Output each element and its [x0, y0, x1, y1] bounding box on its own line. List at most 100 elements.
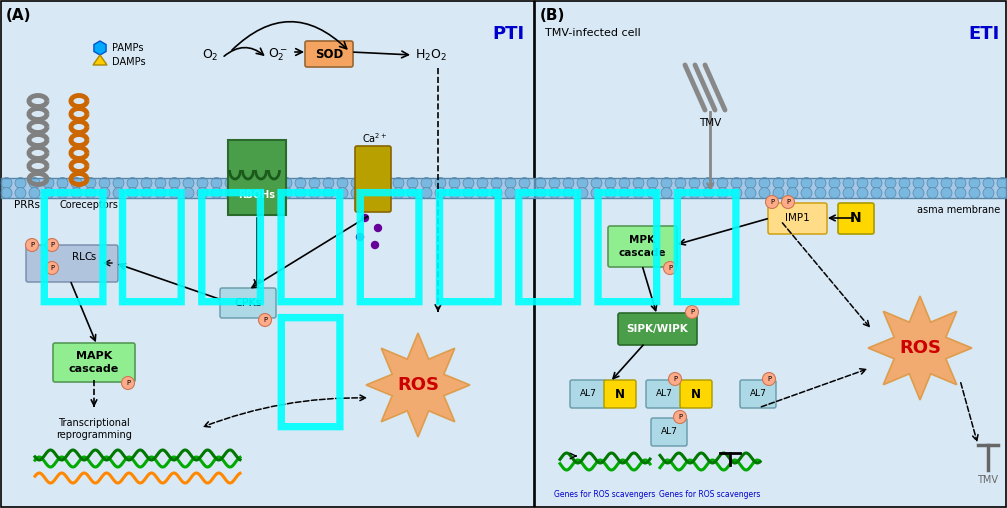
Circle shape: [253, 177, 264, 188]
Circle shape: [731, 177, 742, 188]
Text: (A): (A): [6, 8, 31, 23]
Text: P: P: [678, 414, 682, 420]
Text: RBOHs: RBOHs: [239, 190, 276, 200]
Circle shape: [435, 177, 446, 188]
Text: 历史朝代歌，圆明园: 历史朝代歌，圆明园: [33, 181, 746, 308]
Circle shape: [717, 187, 728, 199]
Circle shape: [686, 305, 699, 319]
Circle shape: [45, 262, 58, 274]
Text: P: P: [770, 199, 774, 205]
Circle shape: [362, 214, 369, 221]
Bar: [1, 1, 534, 507]
Circle shape: [577, 187, 588, 199]
Circle shape: [71, 177, 82, 188]
Text: P: P: [785, 199, 790, 205]
Text: 简: 简: [270, 306, 349, 433]
Circle shape: [648, 187, 658, 199]
Text: ROS: ROS: [899, 339, 941, 357]
Text: P: P: [50, 265, 54, 271]
Circle shape: [941, 187, 952, 199]
Circle shape: [225, 187, 236, 199]
Circle shape: [605, 187, 616, 199]
Circle shape: [549, 187, 560, 199]
Text: P: P: [673, 376, 677, 382]
Text: RLC: RLC: [71, 252, 93, 262]
Circle shape: [955, 187, 966, 199]
FancyBboxPatch shape: [608, 226, 677, 267]
Circle shape: [295, 177, 306, 188]
Circle shape: [731, 187, 742, 199]
Circle shape: [648, 177, 658, 188]
Text: SIPK/WIPK: SIPK/WIPK: [626, 324, 688, 334]
Text: TMV: TMV: [978, 475, 999, 485]
Text: ETI: ETI: [969, 25, 1000, 43]
Circle shape: [225, 177, 236, 188]
Circle shape: [43, 177, 54, 188]
Circle shape: [379, 187, 390, 199]
Circle shape: [689, 177, 700, 188]
Circle shape: [815, 177, 826, 188]
Circle shape: [351, 187, 362, 199]
FancyBboxPatch shape: [646, 380, 682, 408]
Circle shape: [871, 177, 882, 188]
Text: Coreceptors: Coreceptors: [60, 200, 119, 210]
Circle shape: [57, 177, 68, 188]
Circle shape: [259, 313, 272, 327]
Circle shape: [535, 177, 546, 188]
FancyArrowPatch shape: [353, 51, 409, 58]
Circle shape: [15, 187, 26, 199]
Circle shape: [619, 187, 630, 199]
Text: P: P: [30, 242, 34, 248]
Text: AL7: AL7: [661, 428, 678, 436]
Circle shape: [253, 187, 264, 199]
Text: cascade: cascade: [618, 248, 666, 258]
Circle shape: [183, 187, 194, 199]
Circle shape: [717, 177, 728, 188]
Circle shape: [356, 234, 364, 240]
Circle shape: [829, 177, 840, 188]
Circle shape: [25, 238, 38, 251]
Circle shape: [535, 187, 546, 199]
Text: TMV-infected cell: TMV-infected cell: [545, 28, 640, 38]
Circle shape: [169, 177, 180, 188]
Circle shape: [519, 177, 530, 188]
FancyBboxPatch shape: [26, 245, 118, 282]
Circle shape: [463, 177, 474, 188]
Circle shape: [969, 177, 980, 188]
Circle shape: [843, 177, 854, 188]
Circle shape: [393, 177, 404, 188]
Circle shape: [759, 177, 770, 188]
Circle shape: [787, 177, 798, 188]
Text: $\mathrm{O_2}$: $\mathrm{O_2}$: [201, 47, 219, 62]
Circle shape: [857, 177, 868, 188]
Text: Genes for ROS scavengers: Genes for ROS scavengers: [554, 490, 656, 499]
Circle shape: [605, 177, 616, 188]
Circle shape: [765, 196, 778, 208]
FancyBboxPatch shape: [618, 313, 697, 345]
Text: SOD: SOD: [315, 48, 343, 60]
Circle shape: [927, 187, 938, 199]
Circle shape: [491, 177, 502, 188]
Text: N: N: [691, 388, 701, 400]
Circle shape: [365, 177, 376, 188]
FancyBboxPatch shape: [220, 288, 276, 318]
FancyBboxPatch shape: [305, 41, 353, 67]
Circle shape: [885, 187, 896, 199]
Text: asma membrane: asma membrane: [916, 205, 1000, 215]
Circle shape: [281, 177, 292, 188]
Circle shape: [801, 187, 812, 199]
Circle shape: [633, 177, 644, 188]
Circle shape: [927, 177, 938, 188]
Circle shape: [407, 177, 418, 188]
FancyBboxPatch shape: [53, 343, 135, 382]
Circle shape: [664, 262, 677, 274]
Circle shape: [113, 177, 124, 188]
Circle shape: [141, 187, 152, 199]
Text: N: N: [615, 388, 625, 400]
FancyBboxPatch shape: [228, 140, 286, 215]
Circle shape: [375, 225, 382, 232]
Text: (B): (B): [540, 8, 565, 23]
Circle shape: [29, 177, 40, 188]
Circle shape: [871, 187, 882, 199]
Circle shape: [29, 187, 40, 199]
